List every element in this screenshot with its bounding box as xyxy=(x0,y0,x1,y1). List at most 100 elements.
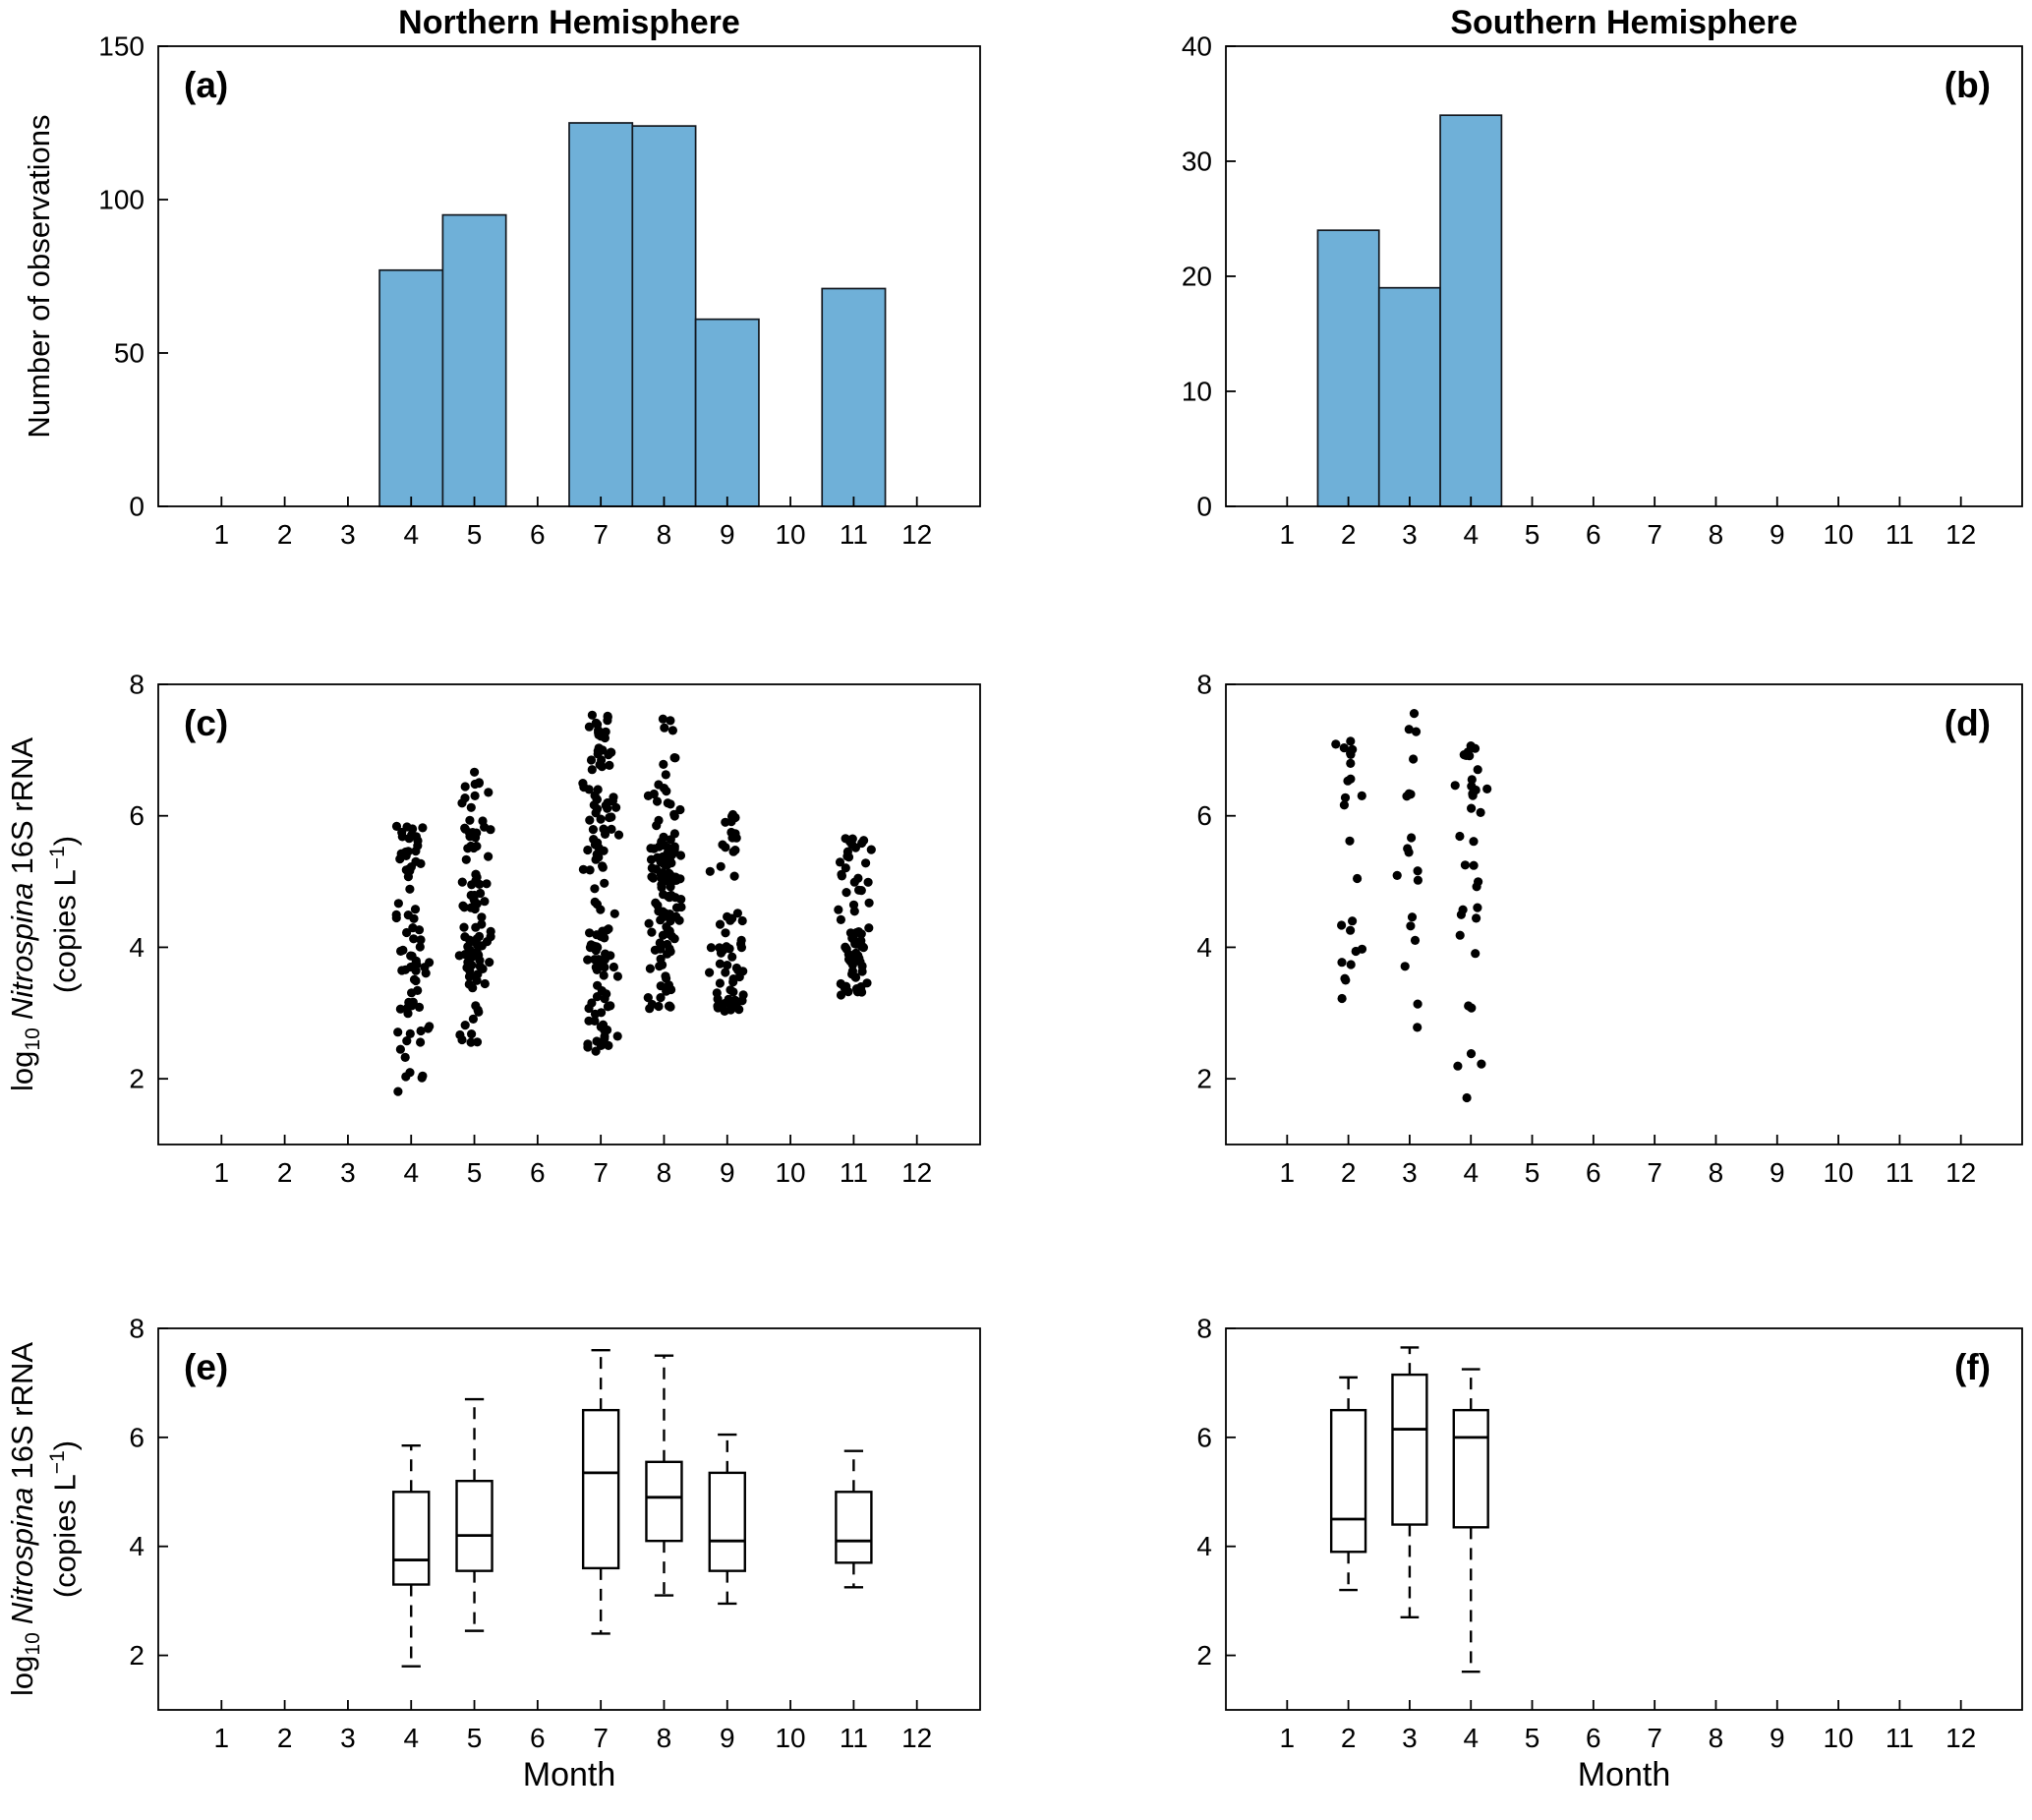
scatter-point xyxy=(393,1086,403,1096)
scatter-point xyxy=(476,888,486,899)
scatter-point xyxy=(594,852,604,862)
scatter-point xyxy=(601,949,610,959)
scatter-point xyxy=(1340,973,1350,983)
scatter-point xyxy=(853,927,864,937)
scatter-point xyxy=(723,961,732,970)
scatter-point xyxy=(609,962,619,972)
ylabel-observations-text: Number of observations xyxy=(21,114,56,439)
scatter-point xyxy=(591,963,601,972)
x-tick-label: 4 xyxy=(403,1723,419,1753)
box-month-2 xyxy=(1329,1408,1367,1554)
scatter-point xyxy=(1467,775,1477,785)
scatter-point xyxy=(602,989,611,999)
scatter-point xyxy=(610,909,619,918)
scatter-point xyxy=(474,779,484,789)
scatter-point xyxy=(724,994,733,1005)
scatter-point xyxy=(1346,925,1356,935)
scatter-point xyxy=(1455,930,1465,940)
scatter-point xyxy=(660,840,669,851)
scatter-point xyxy=(663,939,672,950)
scatter-point xyxy=(1472,913,1481,923)
scatter-point xyxy=(482,879,492,889)
scatter-point xyxy=(410,905,421,914)
scatter-point xyxy=(1460,860,1470,870)
scatter-point xyxy=(857,967,867,976)
x-tick-label: 11 xyxy=(1886,1723,1914,1753)
scatter-point xyxy=(1348,916,1358,926)
scatter-point xyxy=(411,856,421,866)
scatter-point xyxy=(587,998,597,1008)
scatter-point xyxy=(612,1031,622,1041)
scatter-point xyxy=(423,1024,434,1033)
scatter-point xyxy=(471,876,481,886)
scatter-point xyxy=(1345,836,1355,846)
x-tick-label: 2 xyxy=(277,519,293,550)
y-tick-label: 6 xyxy=(129,800,145,831)
scatter-point xyxy=(729,871,739,881)
scatter-point xyxy=(834,905,843,914)
scatter-point xyxy=(727,809,738,820)
x-tick-label: 9 xyxy=(720,1157,735,1188)
scatter-point xyxy=(402,927,412,938)
scatter-point xyxy=(1467,782,1477,792)
scatter-point xyxy=(468,1014,478,1024)
scatter-point xyxy=(484,788,493,797)
scatter-point xyxy=(590,955,600,965)
ylabel-rrna-scatter: log10Nitrospina16S rRNA (copies L−1) xyxy=(5,684,82,1145)
x-tick-label: 5 xyxy=(1525,1723,1540,1753)
scatter-point xyxy=(598,861,608,871)
y-tick-label: 30 xyxy=(1182,147,1212,177)
scatter-point xyxy=(398,945,408,956)
scatter-point xyxy=(659,833,668,843)
scatter-point xyxy=(841,863,850,873)
scatter-point xyxy=(589,800,599,810)
scatter-point xyxy=(736,943,747,953)
y-tick-label: 2 xyxy=(1196,1640,1212,1671)
x-tick-label: 11 xyxy=(840,519,868,550)
x-tick-label: 9 xyxy=(1770,1723,1785,1753)
scatter-point xyxy=(676,895,686,905)
x-tick-label: 5 xyxy=(1525,1157,1540,1188)
scatter-point xyxy=(652,821,662,831)
scatter-point xyxy=(1339,800,1349,810)
y-tick-label: 0 xyxy=(1196,492,1212,522)
scatter-point xyxy=(472,934,482,944)
scatter-point xyxy=(841,942,850,952)
scatter-point xyxy=(661,770,670,780)
scatter-point xyxy=(472,1037,483,1047)
xlabel-month-left: Month xyxy=(522,1756,616,1793)
scatter-point xyxy=(1337,958,1347,968)
panel-label-b: (b) xyxy=(1945,65,1991,105)
x-tick-label: 7 xyxy=(593,519,609,550)
scatter-point xyxy=(391,821,402,832)
scatter-point xyxy=(843,852,854,862)
axes-box xyxy=(1225,683,2023,1145)
scatter-point xyxy=(467,1029,477,1039)
scatter-point xyxy=(1409,754,1419,764)
ylabel-observations: Number of observations xyxy=(20,46,59,506)
x-tick-label: 4 xyxy=(1463,519,1479,550)
scatter-point xyxy=(1343,776,1353,786)
scatter-point xyxy=(1404,725,1414,734)
box-month-3 xyxy=(1391,1373,1428,1526)
scatter-point xyxy=(482,937,493,947)
scatter-point xyxy=(416,935,426,945)
x-tick-label: 6 xyxy=(530,1157,546,1188)
scatter-point xyxy=(730,829,740,839)
scatter-point xyxy=(663,852,672,862)
x-tick-label: 9 xyxy=(1770,1157,1785,1188)
scatter-point xyxy=(666,716,675,726)
scatter-point xyxy=(1331,739,1341,749)
x-tick-label: 4 xyxy=(403,519,419,550)
scatter-point xyxy=(731,1001,741,1011)
scatter-point xyxy=(1353,873,1363,884)
x-tick-label: 2 xyxy=(277,1157,293,1188)
x-tick-label: 3 xyxy=(340,519,356,550)
scatter-point xyxy=(585,943,596,953)
scatter-point xyxy=(457,877,467,887)
scatter-point xyxy=(460,782,470,792)
box-month-5 xyxy=(455,1479,493,1572)
